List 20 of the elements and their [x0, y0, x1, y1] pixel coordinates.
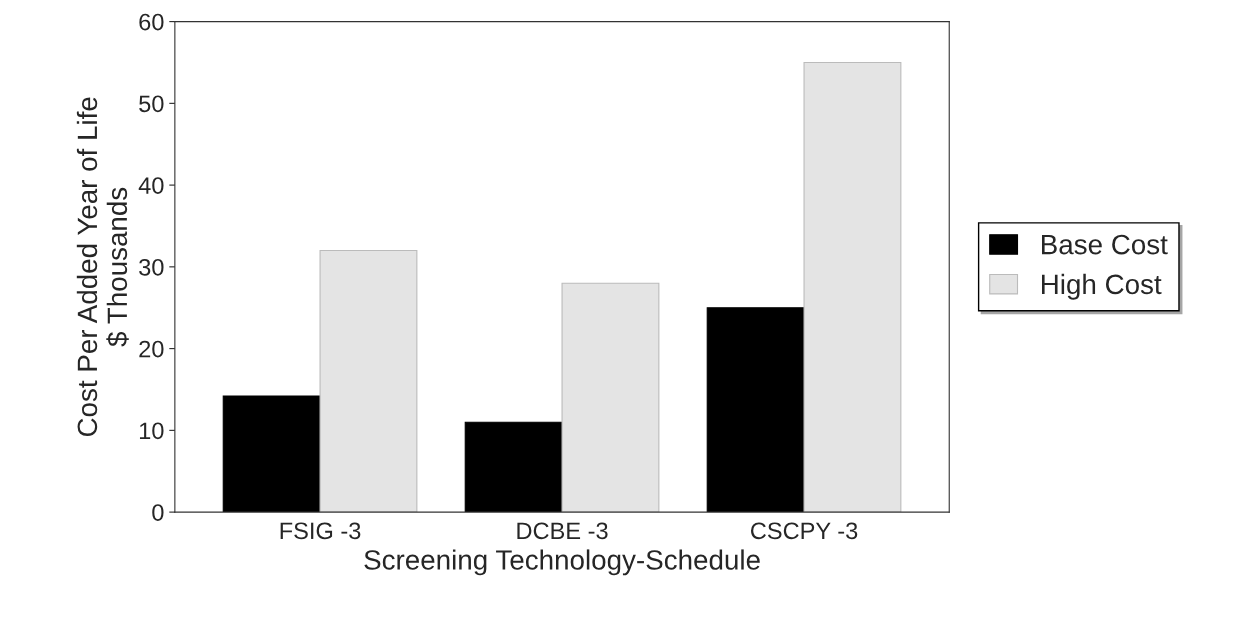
bar — [464, 421, 563, 513]
y-tick-label: 30 — [139, 258, 164, 276]
y-axis-title: Cost Per Added Year of Life $ Thousands — [76, 97, 129, 437]
y-tick-label: 10 — [139, 422, 164, 440]
y-tick-label: 0 — [152, 504, 164, 521]
x-tick-label: FSIG -3 — [280, 522, 361, 540]
x-tick-label: DCBE -3 — [517, 522, 608, 540]
y-tick-label: 50 — [139, 95, 164, 113]
bar — [561, 282, 660, 513]
bar — [222, 395, 321, 513]
bar — [803, 61, 902, 513]
legend-label: Base Cost — [1042, 234, 1168, 255]
x-axis-title: Screening Technology-Schedule — [364, 549, 760, 576]
y-tick-label: 40 — [138, 177, 164, 194]
bar — [706, 307, 805, 513]
y-tick-label: 60 — [139, 13, 164, 31]
bar — [319, 249, 418, 513]
legend-label: High Cost — [1042, 273, 1162, 300]
y-tick-label: 20 — [139, 340, 164, 358]
x-tick-label: CSCPY -3 — [751, 522, 858, 540]
